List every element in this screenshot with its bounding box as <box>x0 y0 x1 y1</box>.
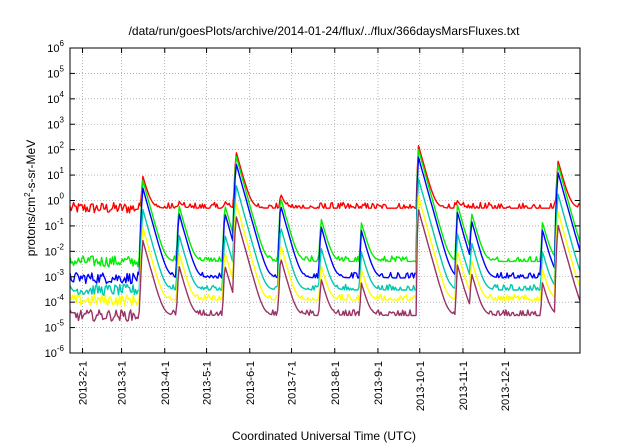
y-tick-label: 10-3 <box>45 268 65 284</box>
y-tick-label: 105 <box>47 64 64 80</box>
series-line <box>69 209 581 322</box>
x-tick-label: 2013-12-1 <box>500 361 512 411</box>
y-tick-label: 104 <box>47 90 64 106</box>
x-tick-label: 2013-7-1 <box>287 361 299 405</box>
y-tick-label: 103 <box>47 115 64 131</box>
x-tick-label: 2013-3-1 <box>117 361 129 405</box>
y-tick-label: 10-6 <box>45 344 65 360</box>
x-axis-label: Coordinated Universal Time (UTC) <box>232 429 416 443</box>
series-group <box>69 145 581 322</box>
y-tick-label: 10-2 <box>45 242 65 258</box>
y-tick-label: 102 <box>47 141 64 157</box>
x-tick-label: 2013-4-1 <box>160 361 172 405</box>
x-tick-label: 2013-8-1 <box>330 361 342 405</box>
x-axis: 2013-2-1 2013-3-1 2013-4-1 2013-5-1 2013-6-1… <box>78 48 512 411</box>
y-tick-label: 10-1 <box>45 217 65 233</box>
y-tick-label: 101 <box>47 166 64 182</box>
y-tick-label: 10-5 <box>45 319 65 335</box>
y-axis-label: protons/cm2-s-sr-MeV <box>23 140 38 256</box>
series-line <box>69 145 581 214</box>
x-tick-label: 2013-5-1 <box>202 361 214 405</box>
series-line <box>69 156 581 285</box>
y-tick-label: 10-4 <box>45 293 65 309</box>
series-line <box>69 178 581 297</box>
x-tick-label: 2013-2-1 <box>78 361 90 405</box>
x-tick-label: 2013-9-1 <box>373 361 385 405</box>
series-line <box>69 148 581 268</box>
y-tick-label: 100 <box>47 192 64 208</box>
y-tick-label: 106 <box>47 39 64 55</box>
series-line <box>69 195 581 307</box>
x-tick-label: 2013-6-1 <box>245 361 257 405</box>
chart-title: /data/run/goesPlots/archive/2014-01-24/f… <box>129 24 521 38</box>
x-tick-label: 2013-11-1 <box>458 361 470 410</box>
x-tick-label: 2013-10-1 <box>415 361 427 411</box>
